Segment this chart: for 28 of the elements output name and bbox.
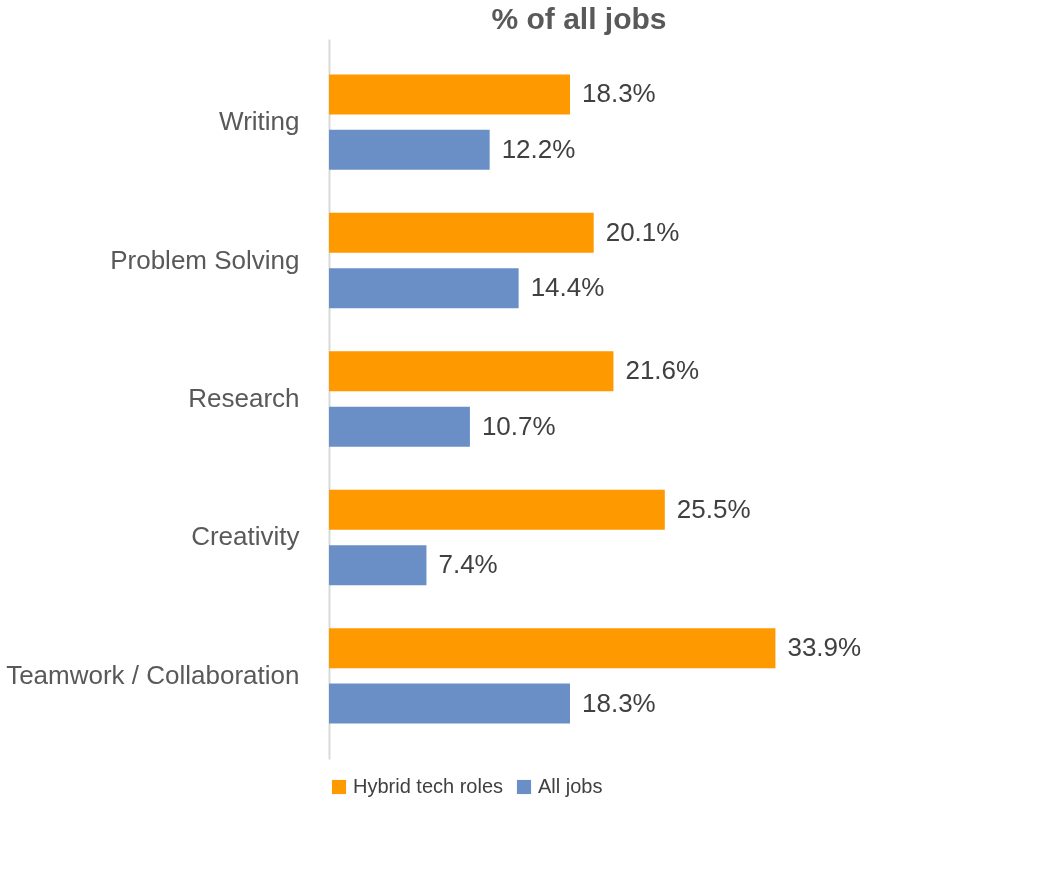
data-label: 10.7%	[481, 410, 556, 441]
bar	[329, 683, 570, 724]
data-label: 18.3%	[581, 687, 656, 718]
bar	[329, 406, 470, 447]
legend-label: All jobs	[538, 775, 603, 797]
y-tick-label: Writing	[219, 106, 300, 137]
data-label: 12.2%	[501, 133, 576, 164]
bar	[329, 268, 519, 309]
y-tick-label: Creativity	[191, 521, 300, 552]
bar	[329, 212, 594, 253]
y-tick-label: Teamwork / Collaboration	[6, 659, 300, 690]
bar	[329, 628, 776, 669]
data-label: 33.9%	[787, 632, 862, 663]
chart-title: % of all jobs	[491, 2, 667, 35]
bar	[329, 129, 490, 170]
bar	[329, 545, 427, 586]
data-label: 7.4%	[438, 549, 498, 580]
bar	[329, 351, 614, 392]
data-label: 20.1%	[605, 216, 680, 247]
y-tick-label: Research	[188, 383, 300, 413]
legend-label: Hybrid tech roles	[353, 775, 504, 797]
bar	[329, 489, 665, 530]
data-label: 18.3%	[581, 78, 656, 109]
data-label: 14.4%	[530, 272, 605, 303]
data-label: 25.5%	[676, 493, 751, 524]
y-tick-label: Problem Solving	[110, 244, 300, 275]
data-label: 21.6%	[625, 355, 700, 386]
bar	[329, 74, 570, 115]
